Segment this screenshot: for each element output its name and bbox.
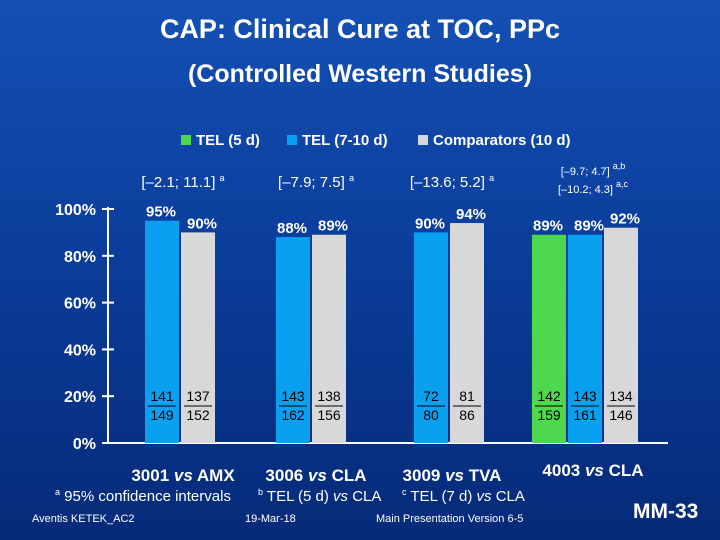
legend-label: TEL (7-10 d) bbox=[302, 132, 388, 149]
slide-subtitle: (Controlled Western Studies) bbox=[187, 60, 532, 88]
N-label: 152 bbox=[186, 407, 210, 423]
n-label: 134 bbox=[609, 388, 633, 404]
slide-number: MM-33 bbox=[633, 500, 699, 523]
y-tick-label: 40% bbox=[64, 342, 96, 359]
category-label: 3006 vs CLA bbox=[265, 466, 366, 485]
N-label: 80 bbox=[423, 407, 439, 423]
bar-1-2 bbox=[181, 232, 215, 443]
legend-swatch bbox=[287, 135, 297, 145]
legend-item-tel-5d: TEL (5 d) bbox=[181, 132, 260, 149]
data-label: 90% bbox=[187, 215, 217, 232]
data-label: 89% bbox=[318, 218, 348, 235]
data-label: 90% bbox=[415, 215, 445, 232]
legend-label: Comparators (10 d) bbox=[433, 132, 571, 149]
bar-2-2 bbox=[312, 234, 346, 443]
n-label: 137 bbox=[186, 388, 210, 404]
y-tick-label: 0% bbox=[73, 436, 96, 453]
N-label: 86 bbox=[459, 407, 475, 423]
n-label: 138 bbox=[317, 388, 341, 404]
y-tick-label: 60% bbox=[64, 296, 96, 313]
legend-item-tel-7-10d: TEL (7-10 d) bbox=[287, 132, 388, 149]
legend-item-comparators: Comparators (10 d) bbox=[418, 132, 571, 149]
category-label: 3009 vs TVA bbox=[403, 466, 502, 485]
n-label: 81 bbox=[459, 388, 475, 404]
data-label: 89% bbox=[574, 218, 604, 235]
ci-label: [–9.7; 4.7] a,b bbox=[561, 161, 626, 178]
y-tick-label: 80% bbox=[64, 249, 96, 266]
n-label: 143 bbox=[281, 388, 305, 404]
bar-4-1 bbox=[532, 234, 566, 443]
chart-legend: TEL (5 d) TEL (7-10 d) Comparators (10 d… bbox=[115, 126, 665, 162]
n-label: 143 bbox=[573, 388, 597, 404]
category-label: 4003 vs CLA bbox=[542, 461, 643, 480]
data-label: 89% bbox=[533, 218, 563, 235]
legend-label: TEL (5 d) bbox=[196, 132, 260, 149]
footer-date: 19-Mar-18 bbox=[245, 513, 296, 525]
N-label: 149 bbox=[150, 407, 174, 423]
footnote-a: a 95% confidence intervals bbox=[55, 487, 231, 505]
footer-company: Aventis KETEK_AC2 bbox=[32, 513, 135, 525]
legend-swatch bbox=[418, 135, 428, 145]
ci-label: [–7.9; 7.5] a bbox=[278, 173, 354, 191]
bar-4-3 bbox=[604, 227, 638, 443]
n-label: 141 bbox=[150, 388, 174, 404]
N-label: 156 bbox=[317, 407, 341, 423]
bar-4-2 bbox=[568, 234, 602, 443]
N-label: 146 bbox=[609, 407, 633, 423]
ci-label-2: [–10.2; 4.3] a,c bbox=[558, 179, 629, 196]
N-label: 162 bbox=[281, 407, 305, 423]
ci-label: [–2.1; 11.1] a bbox=[141, 173, 224, 191]
legend-swatch bbox=[181, 135, 191, 145]
data-label: 95% bbox=[146, 204, 176, 221]
category-label: 3001 vs AMX bbox=[131, 466, 235, 485]
data-label: 94% bbox=[456, 206, 486, 223]
y-tick-label: 100% bbox=[55, 202, 96, 219]
bar-2-1 bbox=[276, 237, 310, 443]
data-label: 92% bbox=[610, 211, 640, 228]
footer-version: Main Presentation Version 6-5 bbox=[376, 513, 524, 525]
footnote-c: c TEL (7 d) vs CLA bbox=[402, 487, 525, 505]
n-label: 72 bbox=[423, 388, 439, 404]
slide-title: CAP: Clinical Cure at TOC, PPc bbox=[159, 14, 561, 44]
N-label: 161 bbox=[573, 407, 597, 423]
y-tick-label: 20% bbox=[64, 389, 96, 406]
N-label: 159 bbox=[537, 407, 561, 423]
bar-3-1 bbox=[414, 232, 448, 443]
data-label: 88% bbox=[277, 220, 307, 237]
footnote-b: b TEL (5 d) vs CLA bbox=[258, 487, 382, 505]
n-label: 142 bbox=[537, 388, 561, 404]
ci-label: [–13.6; 5.2] a bbox=[410, 173, 494, 191]
